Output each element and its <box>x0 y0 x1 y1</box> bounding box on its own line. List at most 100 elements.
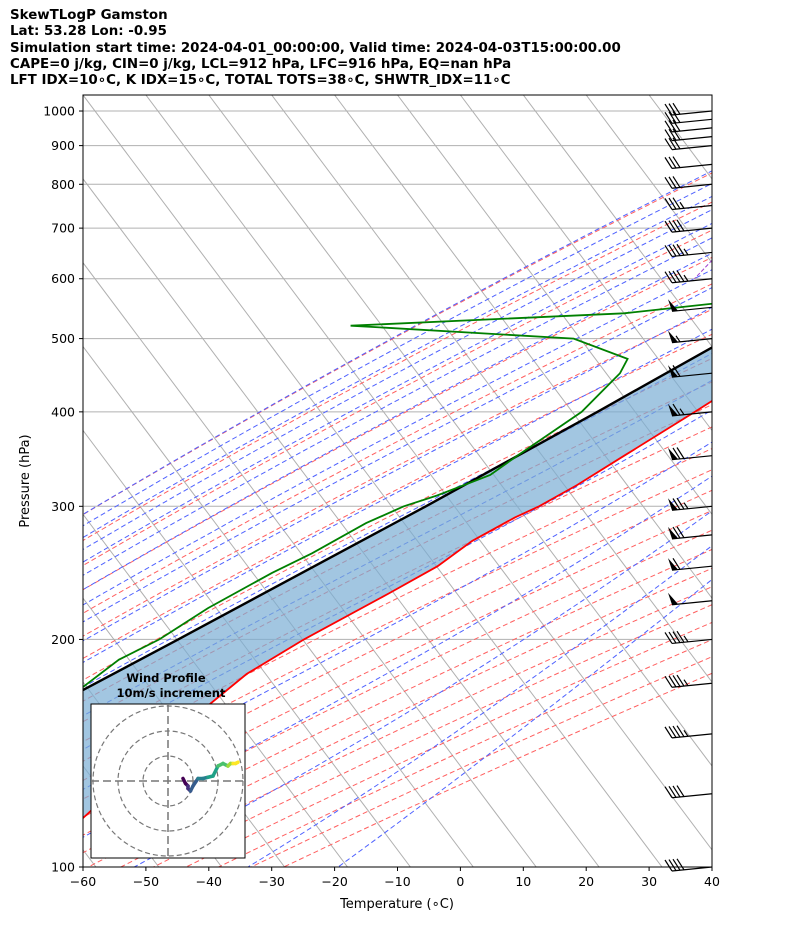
barb-flag <box>668 120 677 132</box>
barb-flag <box>672 631 681 643</box>
barb-flag <box>664 138 673 150</box>
dewpoint-line <box>83 302 712 689</box>
wind-barb <box>664 176 713 189</box>
dry-adiabat <box>83 201 712 542</box>
isotherm-line <box>83 178 600 867</box>
barb-shaft <box>671 793 713 799</box>
dry-adiabat <box>83 229 712 567</box>
barb-shaft <box>671 455 713 461</box>
isotherm-line <box>83 429 411 867</box>
barb-shaft <box>671 682 713 688</box>
moist-adiabat <box>83 182 712 527</box>
barb-shaft <box>671 145 713 151</box>
barb-flag <box>672 403 681 416</box>
barb-shaft <box>671 306 713 312</box>
barb-half-flag <box>683 248 689 256</box>
barb-flag <box>668 859 677 871</box>
chart-header: SkewTLogP Gamston Lat: 53.28 Lon: -0.95 … <box>10 8 621 89</box>
x-tick-label: −60 <box>70 874 96 889</box>
parcel-profile-line <box>83 346 712 692</box>
barb-flag <box>672 725 681 738</box>
moist-adiabat <box>134 510 712 867</box>
barb-shaft <box>671 163 713 169</box>
y-tick-label: 100 <box>51 860 75 875</box>
moist-adiabat <box>83 222 712 563</box>
wind-barb <box>664 197 713 211</box>
barb-flag <box>672 102 681 115</box>
barb-flag <box>664 176 673 189</box>
barb-flag <box>668 786 677 798</box>
barb-flag <box>668 103 677 115</box>
barb-flag <box>672 176 681 188</box>
y-tick-label: 400 <box>51 404 75 419</box>
barb-flag <box>664 859 673 872</box>
stability-indices: LFT IDX=10∘C, K IDX=15∘C, TOTAL TOTS=38∘… <box>10 73 511 89</box>
barb-flag <box>668 137 677 150</box>
barb-pennant <box>668 365 678 378</box>
barb-flag <box>672 785 681 798</box>
hodograph-title: Wind Profile <box>126 671 206 685</box>
barb-flag <box>668 156 677 169</box>
x-tick-label: −50 <box>133 874 159 889</box>
barb-flag <box>672 675 681 687</box>
barb-flag <box>672 365 681 377</box>
wind-barb <box>668 403 713 417</box>
barb-flag <box>668 176 677 189</box>
barb-shaft <box>671 227 713 233</box>
barb-shaft <box>671 534 713 540</box>
station-coordinates: Lat: 53.28 Lon: -0.95 <box>10 24 167 40</box>
wind-barb <box>664 219 713 233</box>
barb-flag <box>672 219 681 232</box>
hodograph-content <box>91 704 245 858</box>
isotherm-line <box>83 261 537 867</box>
wind-barb <box>664 119 713 133</box>
wind-barb <box>664 270 713 284</box>
y-tick-label: 500 <box>51 331 75 346</box>
isotherm-line <box>522 95 712 348</box>
barb-flag <box>664 726 673 739</box>
barb-flag <box>672 447 681 460</box>
barb-flag <box>664 786 673 799</box>
x-tick-label: −20 <box>321 874 347 889</box>
instability-indices: CAPE=0 j/kg, CIN=0 j/kg, LCL=912 hPa, LF… <box>10 56 512 72</box>
barb-flag <box>668 271 677 283</box>
wind-barb <box>668 330 713 344</box>
barb-shaft <box>671 505 713 511</box>
barb-flag <box>668 244 677 257</box>
barb-flag <box>672 526 681 539</box>
barb-flag <box>672 558 681 570</box>
wind-barb <box>664 137 713 151</box>
barb-shaft <box>671 337 713 344</box>
y-tick-label: 800 <box>51 177 75 192</box>
barb-flag <box>672 119 681 132</box>
simulation-times: Simulation start time: 2024-04-01_00:00:… <box>10 40 621 56</box>
x-tick-label: −10 <box>384 874 410 889</box>
y-tick-label: 200 <box>51 632 75 647</box>
dry-adiabat <box>83 509 712 818</box>
moist-adiabat <box>83 170 712 515</box>
barb-shaft <box>671 183 713 189</box>
x-axis-label: Temperature (∘C) <box>339 897 454 912</box>
wind-barb <box>664 243 713 258</box>
barb-half-flag <box>679 201 685 209</box>
barb-shaft <box>671 136 713 142</box>
y-tick-label: 300 <box>51 499 75 514</box>
y-tick-label: 900 <box>51 138 75 153</box>
barb-flag <box>672 111 681 123</box>
barb-flag <box>676 725 685 738</box>
barb-pennant <box>668 592 678 605</box>
barb-flag <box>672 244 681 256</box>
barb-flag <box>672 197 681 209</box>
barb-flag <box>672 128 681 141</box>
y-tick-label: 600 <box>51 271 75 286</box>
wind-barb <box>668 592 713 606</box>
wind-barb <box>664 630 713 645</box>
moist-adiabat <box>83 306 712 642</box>
barb-shaft <box>671 411 713 417</box>
wind-barb <box>664 785 713 799</box>
barb-shaft <box>671 565 713 571</box>
barb-shaft <box>671 372 713 378</box>
station-title: SkewTLogP Gamston <box>10 8 168 23</box>
